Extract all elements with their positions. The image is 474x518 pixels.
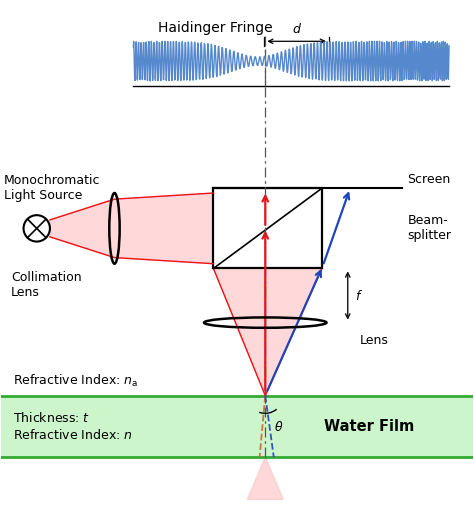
Text: $d$: $d$ [292, 22, 301, 36]
Text: Beam-
splitter: Beam- splitter [408, 214, 452, 242]
Text: $\theta$: $\theta$ [274, 420, 283, 434]
Polygon shape [50, 193, 213, 264]
Text: Thickness: $t$: Thickness: $t$ [13, 411, 91, 425]
Text: Monochromatic
Light Source: Monochromatic Light Source [4, 174, 100, 202]
Text: $f$: $f$ [355, 289, 363, 303]
Bar [213, 189, 322, 268]
Text: Refractive Index: $n$: Refractive Index: $n$ [13, 428, 133, 442]
Polygon shape [213, 268, 322, 396]
Polygon shape [247, 457, 283, 499]
Text: Collimation
Lens: Collimation Lens [11, 271, 82, 299]
Text: Refractive Index: $n_\mathrm{a}$: Refractive Index: $n_\mathrm{a}$ [13, 372, 138, 388]
Text: Lens: Lens [359, 335, 388, 348]
Text: Haidinger Fringe: Haidinger Fringe [158, 21, 273, 35]
Text: Water Film: Water Film [324, 419, 414, 434]
Text: Screen: Screen [408, 173, 451, 186]
Bar [1, 396, 473, 457]
